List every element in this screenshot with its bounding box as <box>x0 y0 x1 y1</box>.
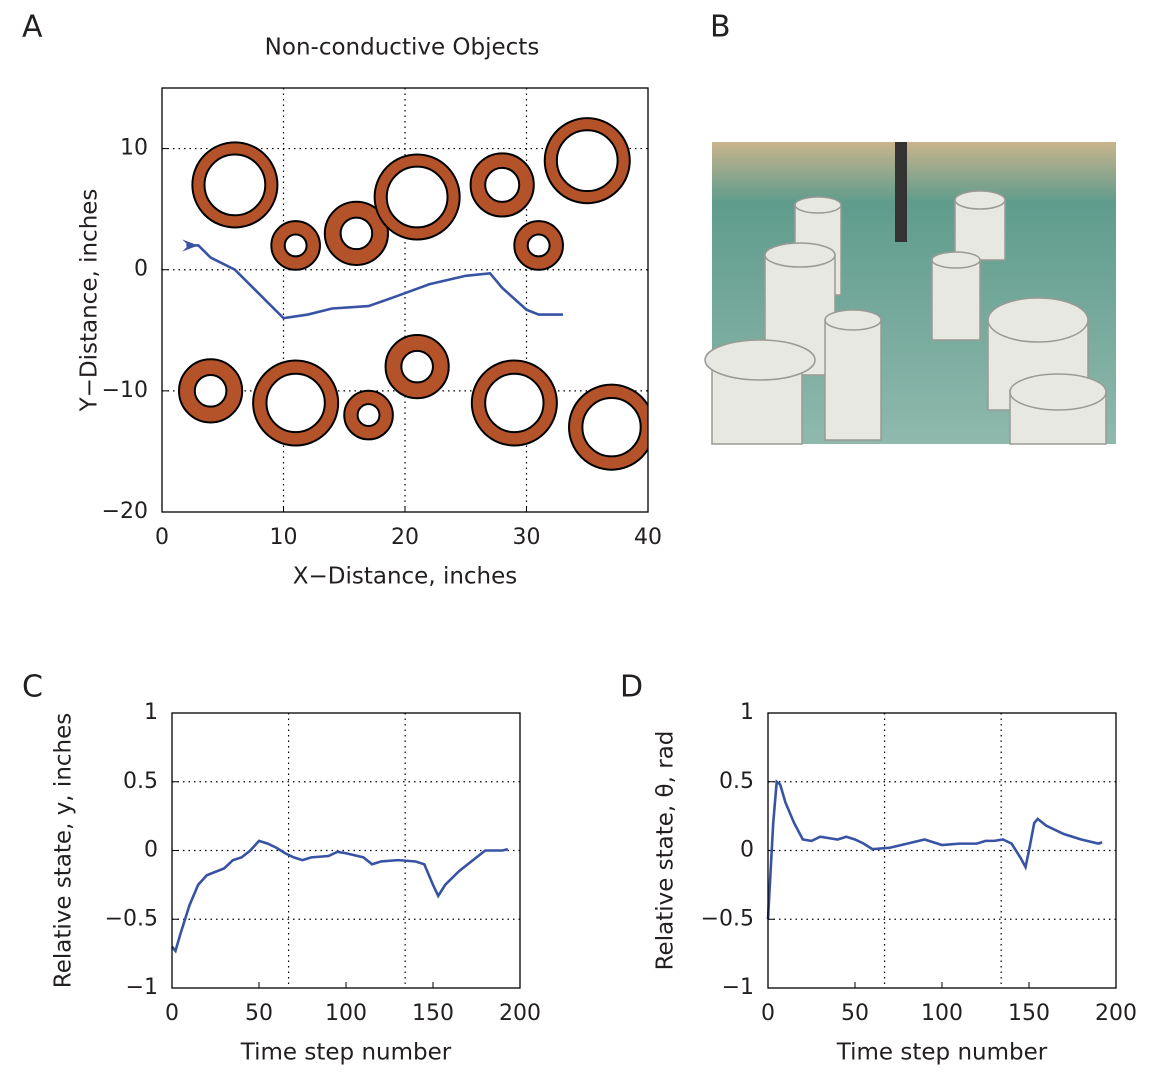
y-tick-label: −0.5 <box>701 906 754 931</box>
object-inner <box>203 153 267 217</box>
y-tick-label: −1 <box>126 975 158 1000</box>
object-inner <box>555 129 619 193</box>
x-axis-label: Time step number <box>836 1040 1048 1066</box>
y-tick-label: −1 <box>722 975 754 1000</box>
panel-label: D <box>620 670 643 705</box>
object-inner <box>581 397 642 458</box>
x-tick-label: 150 <box>1008 1001 1050 1026</box>
panel-label: C <box>22 670 43 705</box>
x-tick-label: 40 <box>634 525 662 550</box>
axes-box <box>767 712 1117 989</box>
x-tick-label: 200 <box>499 1001 541 1026</box>
x-axis-label: Time step number <box>240 1040 452 1066</box>
x-tick-label: 200 <box>1095 1001 1137 1026</box>
x-tick-label: 150 <box>412 1001 454 1026</box>
y-tick-label: 0 <box>134 257 148 282</box>
y-tick-label: 1 <box>740 700 754 725</box>
object-inner <box>283 233 308 258</box>
plot-area <box>171 839 509 954</box>
object-inner <box>484 372 545 434</box>
object-inner <box>193 374 228 408</box>
y-axis-label: Y−Distance, inches <box>77 189 103 413</box>
object-inner <box>484 166 521 203</box>
y-tick-label: 1 <box>144 700 158 725</box>
photo <box>704 142 1116 445</box>
object-inner <box>385 165 449 229</box>
x-tick-label: 30 <box>513 525 541 550</box>
x-tick-label: 50 <box>245 1001 273 1026</box>
axes-box <box>171 712 521 989</box>
y-tick-label: 0.5 <box>719 769 754 794</box>
start-marker <box>182 239 199 252</box>
data-line <box>766 779 1103 920</box>
y-tick-label: 0 <box>740 838 754 863</box>
object-inner <box>265 372 326 434</box>
y-axis-label: Relative state, θ, rad <box>653 731 679 971</box>
y-tick-label: 10 <box>120 136 148 161</box>
x-tick-label: 50 <box>841 1001 869 1026</box>
x-tick-label: 0 <box>165 1001 179 1026</box>
panel-label: A <box>22 10 43 45</box>
plot-area <box>766 779 1103 920</box>
panel-label: B <box>710 10 731 45</box>
object-inner <box>400 349 434 384</box>
x-tick-label: 100 <box>325 1001 367 1026</box>
object-inner <box>526 233 551 258</box>
y-tick-label: 0.5 <box>123 769 158 794</box>
chart-title: Non-conductive Objects <box>265 35 540 61</box>
plot-area <box>178 117 648 471</box>
y-axis-label: Relative state, y, inches <box>51 713 77 989</box>
x-tick-label: 0 <box>155 525 169 550</box>
x-tick-label: 20 <box>391 525 419 550</box>
axes-box <box>161 87 649 513</box>
data-line <box>186 244 563 320</box>
data-line <box>171 839 509 954</box>
y-tick-label: 0 <box>144 838 158 863</box>
y-tick-label: −20 <box>102 499 148 524</box>
x-tick-label: 100 <box>921 1001 963 1026</box>
y-tick-label: −10 <box>102 378 148 403</box>
object-inner <box>356 403 381 428</box>
y-tick-label: −0.5 <box>105 906 158 931</box>
x-tick-label: 0 <box>761 1001 775 1026</box>
object-inner <box>339 216 374 251</box>
x-axis-label: X−Distance, inches <box>293 564 518 590</box>
x-tick-label: 10 <box>270 525 298 550</box>
